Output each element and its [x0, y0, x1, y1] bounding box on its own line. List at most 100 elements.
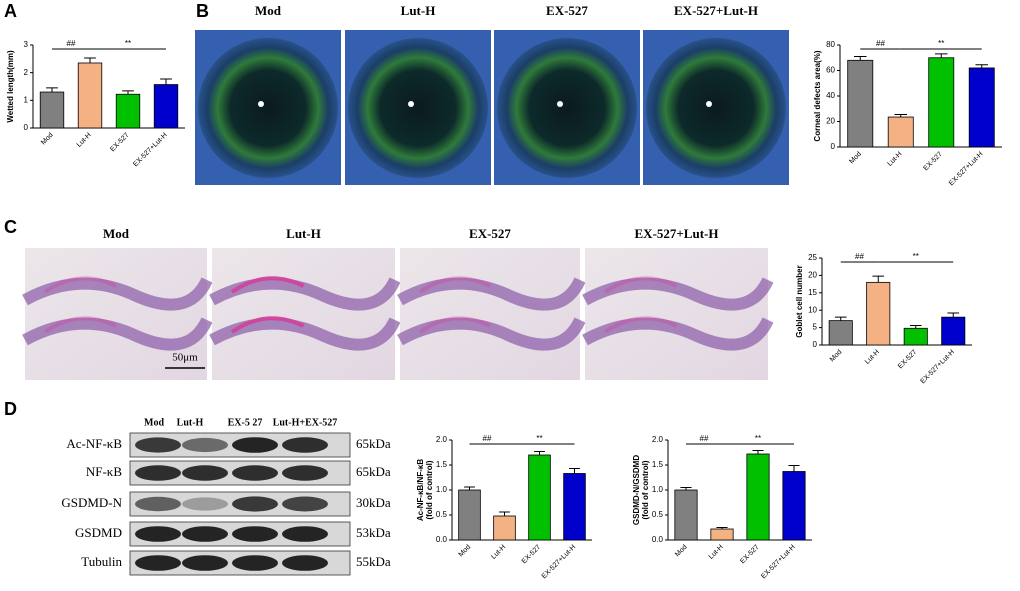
- bar: [39, 91, 65, 129]
- bar: [458, 489, 481, 541]
- error-bar: [46, 87, 58, 93]
- x-tick-label: Lut-H: [708, 544, 725, 561]
- blot-band: [232, 437, 278, 453]
- blot-band: [282, 496, 328, 512]
- significance-label: ##: [67, 39, 76, 48]
- histology-photo: [400, 248, 580, 380]
- size-label: 65kDa: [356, 464, 391, 479]
- scale-bar-label: 50μm: [172, 352, 198, 364]
- protein-label: Tubulin: [81, 554, 122, 569]
- blot-band: [282, 555, 328, 571]
- y-axis-title: Corneal defects area(%): [813, 50, 822, 141]
- significance-label: ##: [876, 39, 885, 48]
- cornea-label: EX-527+Lut-H: [674, 3, 758, 18]
- significance-label: ##: [700, 434, 709, 443]
- cornea-glint: [706, 101, 712, 107]
- y-tick-label: 20: [826, 117, 835, 126]
- size-label: 53kDa: [356, 525, 391, 540]
- bar: [746, 453, 770, 541]
- error-bar: [909, 325, 922, 329]
- size-label: 65kDa: [356, 436, 391, 451]
- goblet-stain: [230, 316, 305, 334]
- lane-label: EX-5 27: [228, 417, 263, 428]
- histology-label: Mod: [103, 226, 130, 241]
- cornea-eye: [198, 38, 338, 178]
- blot-band: [135, 465, 181, 481]
- y-tick-label: 0.0: [652, 535, 664, 544]
- goblet-stain: [418, 316, 491, 334]
- cornea-label: EX-527: [546, 3, 588, 18]
- error-bar: [160, 78, 172, 85]
- x-tick-label: Lut-H: [490, 544, 507, 561]
- y-tick-label: 2.0: [436, 435, 448, 444]
- blot-band: [282, 526, 328, 542]
- y-tick-label: 80: [826, 40, 835, 49]
- significance-label: **: [913, 252, 919, 261]
- x-tick-label: EX-527: [897, 349, 919, 371]
- error-bar: [464, 486, 475, 490]
- blot-band: [232, 496, 278, 512]
- y-tick-label: 2.0: [652, 435, 664, 444]
- x-tick-label: EX-527+Lut-H: [920, 349, 956, 385]
- blot-band: [135, 555, 181, 571]
- significance-label: **: [125, 39, 131, 48]
- bar: [563, 473, 586, 541]
- y-tick-label: 1.0: [652, 485, 664, 494]
- goblet-stain: [603, 276, 678, 294]
- cornea-eye: [646, 38, 786, 178]
- histology-photo: [25, 248, 207, 380]
- x-tick-label: Mod: [674, 544, 689, 559]
- y-tick-label: 40: [826, 91, 835, 100]
- y-axis-title: GSDMD-N/GSDMD: [632, 455, 641, 525]
- goblet-stain: [43, 276, 117, 294]
- histology-photo: [212, 248, 395, 380]
- cornea-eye: [348, 38, 488, 178]
- error-bar: [894, 113, 908, 118]
- y-tick-label: 0: [24, 123, 29, 132]
- cornea-eye: [497, 38, 637, 178]
- tissue-band: [22, 317, 213, 351]
- protein-label: GSDMD-N: [61, 495, 122, 510]
- significance-label: **: [938, 39, 944, 48]
- y-tick-label: 5: [813, 323, 818, 332]
- panel-label: C: [4, 217, 17, 237]
- bar: [968, 67, 995, 148]
- y-tick-label: 1.5: [652, 460, 664, 469]
- blot-band: [232, 465, 278, 481]
- significance-label: ##: [483, 434, 492, 443]
- goblet-stain: [43, 316, 117, 334]
- bar: [782, 471, 806, 541]
- y-tick-label: 1.5: [436, 460, 448, 469]
- error-bar: [947, 312, 960, 318]
- bar: [528, 454, 551, 541]
- error-bar: [752, 450, 764, 454]
- cornea-label: Lut-H: [401, 3, 436, 18]
- y-tick-label: 1: [24, 95, 29, 104]
- blot-band: [135, 496, 181, 512]
- y-tick-label: 10: [808, 305, 817, 314]
- error-bar: [499, 511, 510, 516]
- bar: [674, 489, 698, 541]
- tissue-band: [22, 277, 213, 311]
- x-tick-label: Mod: [848, 151, 863, 166]
- tissue-band: [397, 277, 586, 311]
- bar: [828, 320, 853, 346]
- goblet-stain: [230, 276, 305, 294]
- y-tick-label: 0: [813, 340, 818, 349]
- tissue-band: [582, 277, 774, 311]
- y-axis-title: Wetted length(mm): [6, 50, 15, 123]
- x-tick-label: Lut-H: [76, 132, 93, 149]
- y-tick-label: 0.5: [652, 510, 664, 519]
- histology-label: EX-527: [469, 226, 511, 241]
- histology-photo: [585, 248, 768, 380]
- bar: [153, 84, 179, 129]
- lane-label: Mod: [144, 417, 164, 428]
- blot-band: [282, 465, 328, 481]
- y-tick-label: 2: [24, 68, 29, 77]
- size-label: 55kDa: [356, 554, 391, 569]
- blot-band: [232, 526, 278, 542]
- blot-band: [182, 465, 228, 481]
- tissue-band: [582, 317, 774, 351]
- error-bar: [934, 53, 948, 58]
